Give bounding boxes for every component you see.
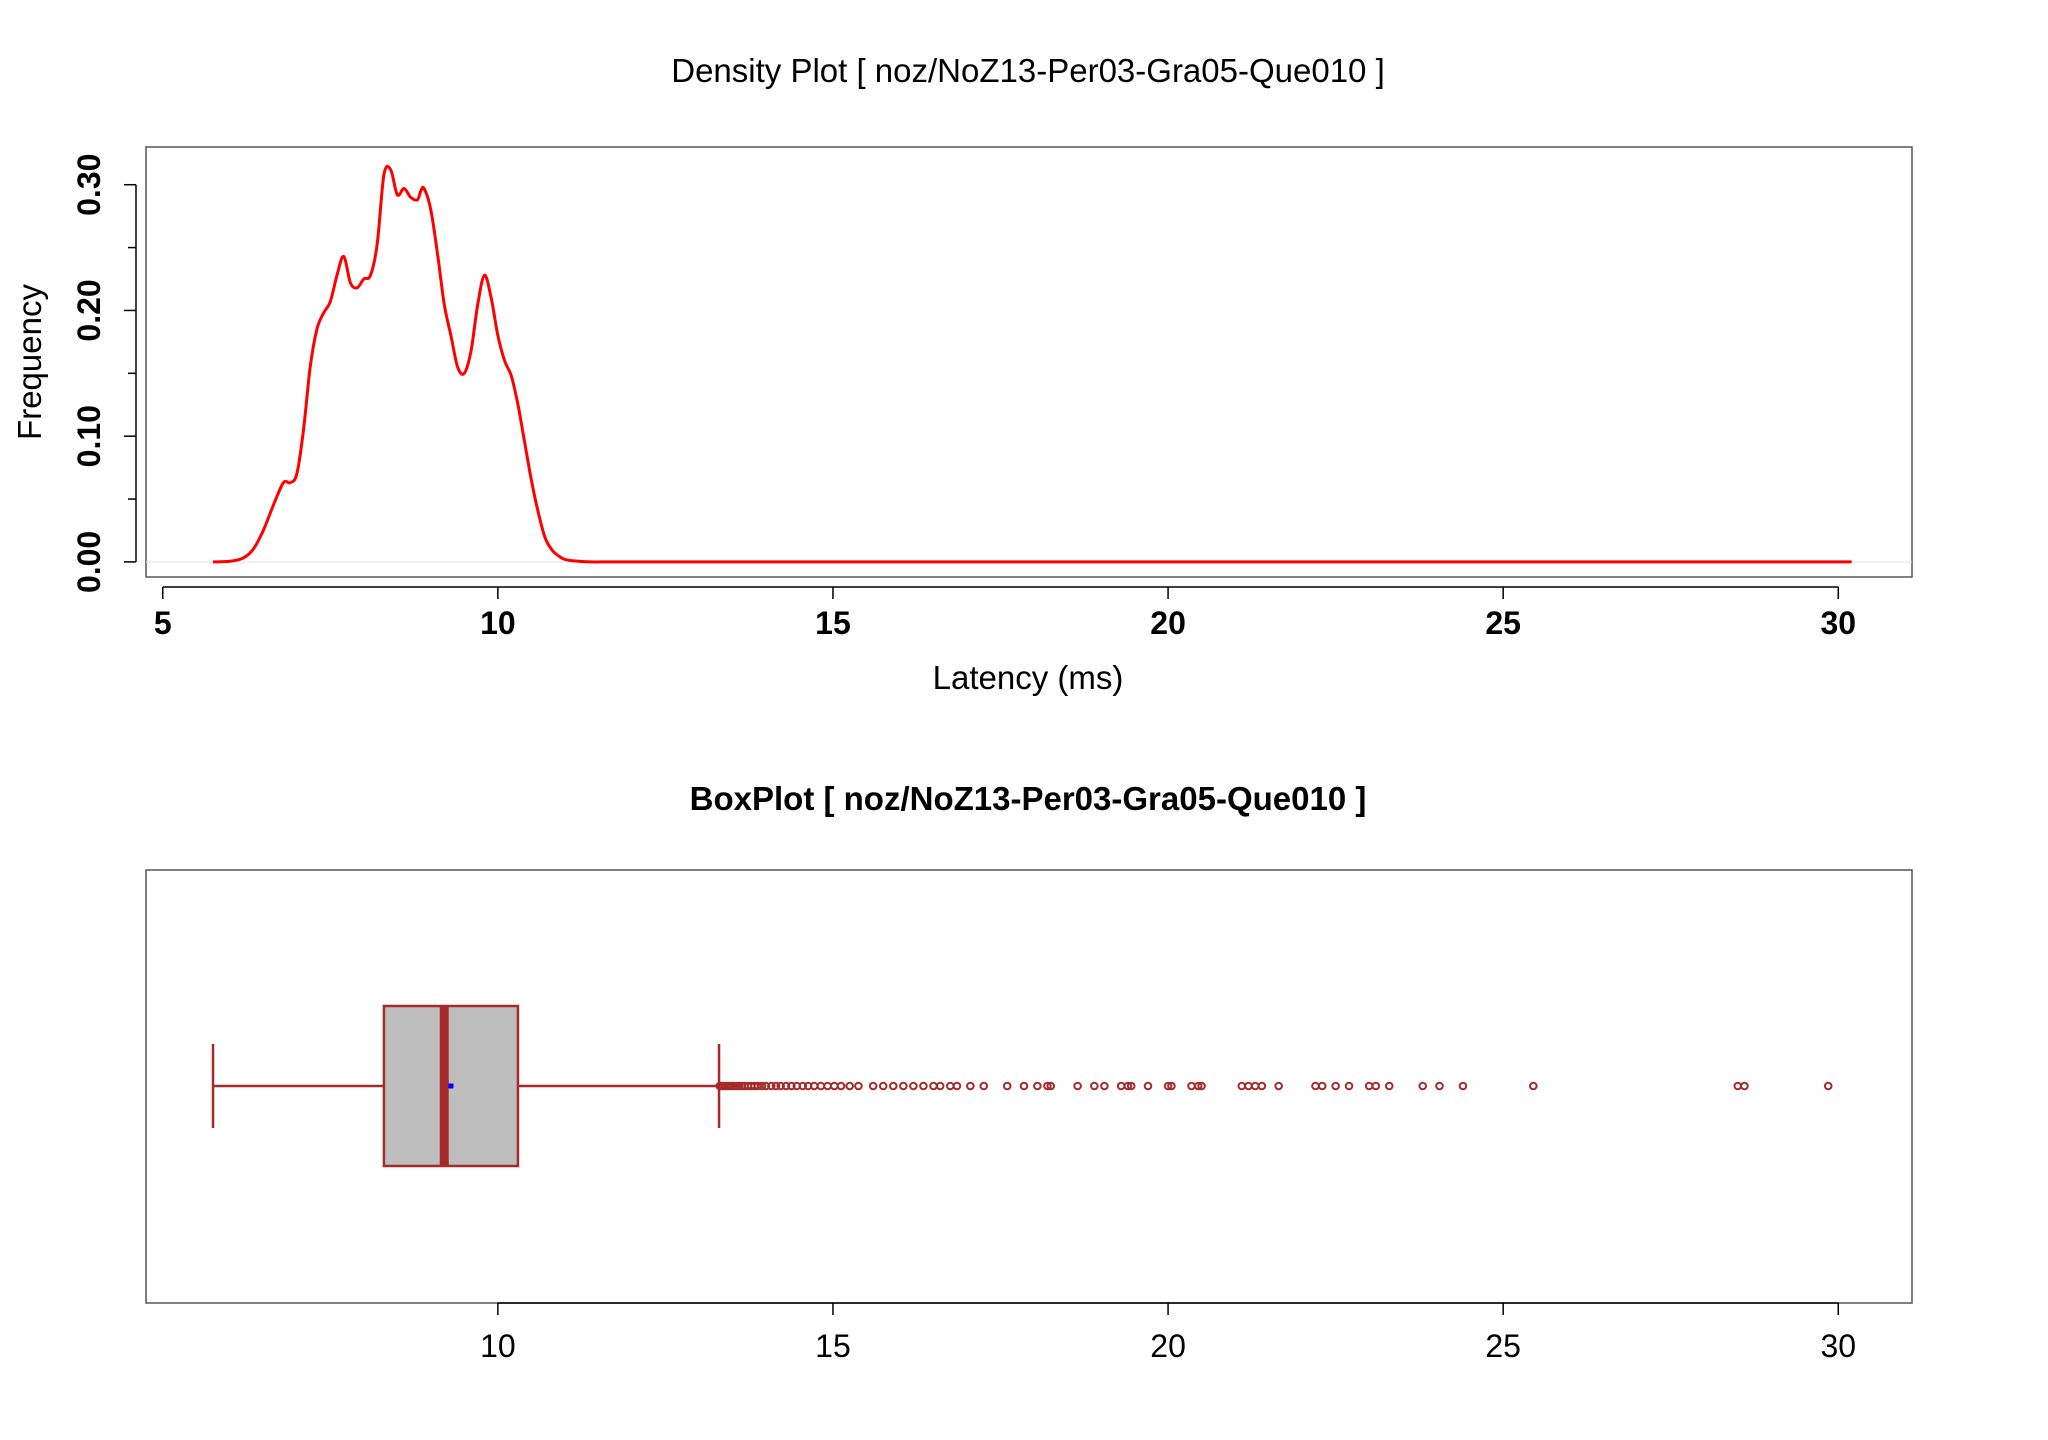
- outlier-point: [1384, 1081, 1394, 1091]
- outlier-point: [1418, 1081, 1428, 1091]
- density-title: Density Plot [ noz/NoZ13-Per03-Gra05-Que…: [671, 52, 1385, 89]
- outlier-point: [1197, 1081, 1206, 1091]
- outlier-point: [1364, 1081, 1374, 1091]
- outlier-point: [919, 1081, 928, 1091]
- boxplot-x-tick-label: 25: [1485, 1328, 1521, 1364]
- outlier-point: [1046, 1081, 1056, 1091]
- outlier-point: [798, 1081, 808, 1091]
- outlier-point: [816, 1081, 826, 1091]
- boxplot-panel: BoxPlot [ noz/NoZ13-Per03-Gra05-Que010 ]…: [145, 780, 1913, 1364]
- outlier-point: [1317, 1081, 1327, 1091]
- outlier-point: [1090, 1081, 1099, 1091]
- outlier-point: [1187, 1081, 1196, 1091]
- outlier-point: [1311, 1081, 1320, 1091]
- outlier-point: [1123, 1081, 1133, 1091]
- outlier-point: [753, 1081, 763, 1091]
- outlier-point: [1250, 1081, 1260, 1091]
- boxplot-x-tick-label: 20: [1150, 1328, 1186, 1364]
- boxplot-body: [211, 1004, 721, 1168]
- outlier-point: [868, 1081, 878, 1091]
- outlier-point: [787, 1081, 796, 1091]
- outlier-point: [776, 1081, 785, 1091]
- outlier-point: [1033, 1081, 1042, 1091]
- outlier-point: [1167, 1081, 1176, 1091]
- density-y-tick-label: 0.20: [71, 279, 107, 341]
- boxplot-x-axis: 10 15 20 25 30: [480, 1302, 1856, 1364]
- outlier-point: [836, 1081, 846, 1091]
- outlier-point: [823, 1081, 832, 1091]
- density-y-tick-label: 0.10: [71, 405, 107, 467]
- density-x-tick-label: 15: [815, 605, 851, 641]
- outlier-point: [1435, 1081, 1444, 1091]
- outlier-point: [929, 1081, 938, 1091]
- outlier-point: [1193, 1081, 1203, 1091]
- outlier-point: [761, 1081, 771, 1091]
- outlier-point: [1100, 1081, 1109, 1091]
- mean-marker: [448, 1083, 454, 1089]
- outlier-point: [1163, 1081, 1173, 1091]
- outlier-point: [1043, 1081, 1052, 1091]
- density-x-tick-label: 10: [480, 605, 516, 641]
- outlier-point: [830, 1081, 839, 1091]
- boxplot-x-tick-label: 15: [815, 1328, 851, 1364]
- outlier-point: [1237, 1081, 1247, 1091]
- boxplot-x-tick-label: 30: [1820, 1328, 1856, 1364]
- outlier-point: [1116, 1081, 1126, 1091]
- density-y-tick-label: 0.30: [71, 154, 107, 216]
- boxplot-title: BoxPlot [ noz/NoZ13-Per03-Gra05-Que010 ]: [690, 780, 1367, 817]
- boxplot-outliers: [715, 1081, 1833, 1091]
- outlier-point: [1274, 1081, 1283, 1091]
- density-curve: [212, 164, 1852, 564]
- boxplot-x-tick-label: 10: [480, 1328, 516, 1364]
- outlier-point: [888, 1081, 898, 1091]
- outlier-point: [1002, 1081, 1012, 1091]
- outlier-point: [1019, 1081, 1029, 1091]
- outlier-point: [1331, 1081, 1340, 1091]
- outlier-point: [899, 1081, 908, 1091]
- outlier-point: [1529, 1081, 1538, 1091]
- outlier-point: [966, 1081, 975, 1091]
- density-y-axis: 0.00 0.10 0.20 0.30: [71, 154, 137, 593]
- outlier-point: [809, 1081, 819, 1091]
- density-x-axis: 5 10 15 20 25 30: [154, 586, 1856, 641]
- outlier-point: [1458, 1081, 1468, 1091]
- density-x-tick-label: 20: [1150, 605, 1186, 641]
- outlier-point: [1733, 1081, 1743, 1091]
- outlier-point: [781, 1081, 791, 1091]
- outlier-point: [771, 1081, 781, 1091]
- outlier-point: [945, 1081, 955, 1091]
- outlier-point: [1823, 1081, 1833, 1091]
- density-plot-area: [145, 146, 1913, 578]
- outlier-point: [854, 1081, 863, 1091]
- outlier-point: [1344, 1081, 1354, 1091]
- outlier-point: [767, 1081, 776, 1091]
- outlier-point: [935, 1081, 945, 1091]
- outlier-point: [757, 1081, 767, 1091]
- outlier-point: [1143, 1081, 1153, 1091]
- density-y-tick-label: 0.00: [71, 531, 107, 593]
- outlier-point: [1257, 1081, 1267, 1091]
- outlier-point: [1371, 1081, 1381, 1091]
- density-x-label: Latency (ms): [933, 659, 1124, 696]
- outlier-point: [1244, 1081, 1253, 1091]
- density-x-tick-label: 25: [1485, 605, 1521, 641]
- outlier-point: [1073, 1081, 1082, 1091]
- outlier-point: [1126, 1081, 1136, 1091]
- outlier-point: [952, 1081, 962, 1091]
- density-y-label: Frequency: [11, 284, 48, 440]
- outlier-point: [1740, 1081, 1749, 1091]
- outlier-point: [845, 1081, 855, 1091]
- outlier-point: [909, 1081, 918, 1091]
- outlier-point: [878, 1081, 888, 1091]
- density-x-tick-label: 5: [154, 605, 172, 641]
- density-x-tick-label: 30: [1820, 605, 1856, 641]
- outlier-point: [979, 1081, 989, 1091]
- density-panel: Density Plot [ noz/NoZ13-Per03-Gra05-Que…: [11, 52, 1913, 696]
